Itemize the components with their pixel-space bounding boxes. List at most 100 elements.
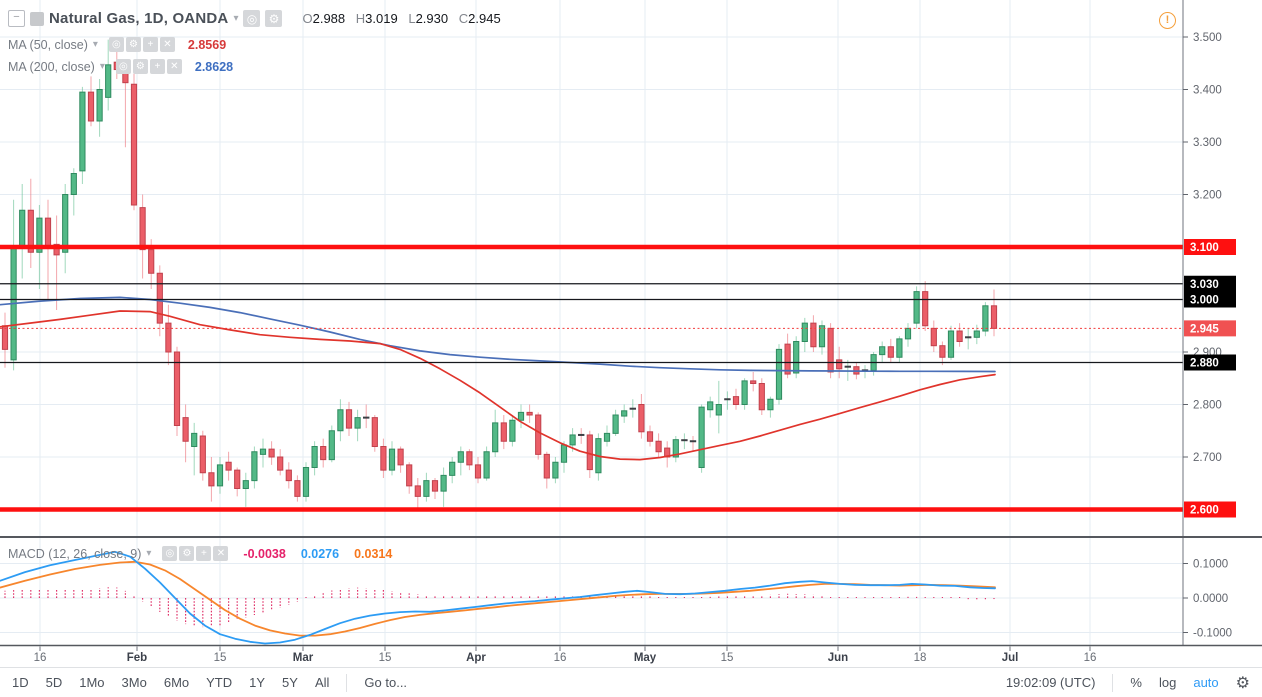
macd-label[interactable]: MACD (12, 26, close, 9) — [8, 546, 142, 561]
svg-text:16: 16 — [554, 652, 567, 664]
svg-text:15: 15 — [379, 652, 392, 664]
toolbar-divider — [1112, 673, 1114, 692]
range-selector: 1D 5D 1Mo 3Mo 6Mo YTD 1Y 5Y All Go to... — [12, 673, 408, 692]
svg-text:15: 15 — [214, 652, 227, 664]
pane-collapse-icon[interactable]: − — [8, 10, 25, 27]
svg-text:3.200: 3.200 — [1193, 190, 1222, 202]
svg-text:Jul: Jul — [1002, 652, 1019, 664]
symbol-legend-row: − Natural Gas, 1D, OANDA ▾ ◎ ⚙ O2.988 H3… — [8, 10, 501, 27]
svg-text:Apr: Apr — [466, 652, 486, 664]
time-axis-layer: 16 Feb 15 Mar 15 Apr 16 May 15 Jun 18 Jul 16 — [34, 646, 1097, 664]
svg-text:0.0000: 0.0000 — [1193, 593, 1228, 605]
low-label: L — [408, 11, 416, 26]
symbol-flag-icon[interactable] — [30, 11, 44, 26]
range-5y[interactable]: 5Y — [282, 675, 298, 690]
ma50-eye-icon[interactable]: ◎ — [108, 37, 124, 52]
hide-symbol-eye-icon[interactable]: ◎ — [243, 10, 261, 27]
close-label: C — [458, 11, 469, 26]
svg-text:3.030: 3.030 — [1190, 279, 1219, 291]
svg-text:May: May — [634, 652, 657, 664]
range-all[interactable]: All — [314, 675, 330, 690]
chart-settings-gear-icon[interactable]: ⚙ — [1235, 674, 1250, 692]
svg-text:0.1000: 0.1000 — [1193, 559, 1228, 571]
svg-text:Feb: Feb — [127, 652, 147, 664]
svg-text:-0.1000: -0.1000 — [1193, 628, 1232, 640]
goto-button[interactable]: Go to... — [364, 675, 408, 690]
svg-text:2.880: 2.880 — [1190, 358, 1219, 370]
log-scale-button[interactable]: log — [1158, 675, 1177, 690]
ma200-button-group: ◎ ⚙ + ✕ — [114, 59, 182, 74]
svg-text:2.600: 2.600 — [1190, 505, 1219, 517]
ma200-value: 2.8628 — [194, 59, 234, 74]
svg-text:2.945: 2.945 — [1190, 323, 1219, 335]
chevron-down-icon[interactable]: ▾ — [146, 548, 152, 559]
svg-text:15: 15 — [721, 652, 734, 664]
symbol-title[interactable]: Natural Gas, 1D, OANDA — [49, 10, 229, 27]
percent-scale-button[interactable]: % — [1130, 675, 1142, 690]
macd-button-group: ◎ ⚙ + ✕ — [160, 546, 229, 561]
macd-legend-row: MACD (12, 26, close, 9) ▾ ◎ ⚙ + ✕ -0.003… — [8, 546, 392, 561]
ma200-legend-row: MA (200, close) ▾ ◎ ⚙ + ✕ 2.8628 — [8, 59, 233, 74]
ma200-add-icon[interactable]: + — [149, 59, 165, 74]
ma50-label[interactable]: MA (50, close) — [8, 37, 88, 52]
chevron-down-icon[interactable]: ▾ — [92, 39, 98, 50]
macd-histogram-value: -0.0038 — [243, 546, 286, 561]
candles-layer — [1, 39, 998, 510]
range-6mo[interactable]: 6Mo — [163, 675, 190, 690]
macd-pane-layer — [0, 550, 996, 645]
open-label: O — [302, 11, 313, 26]
close-value: 2.945 — [468, 11, 501, 26]
svg-text:2.800: 2.800 — [1193, 400, 1222, 412]
svg-text:2.700: 2.700 — [1193, 452, 1222, 464]
svg-text:3.500: 3.500 — [1193, 32, 1222, 44]
toolbar-divider — [346, 673, 348, 692]
axis-layer: 3.5003.4003.3003.2002.9002.8002.7003.100… — [0, 0, 1262, 647]
range-1d[interactable]: 1D — [12, 675, 29, 690]
svg-text:3.400: 3.400 — [1193, 85, 1222, 97]
bottom-toolbar: 1D 5D 1Mo 3Mo 6Mo YTD 1Y 5Y All Go to...… — [0, 667, 1262, 697]
ma50-value: 2.8569 — [187, 37, 227, 52]
svg-text:Jun: Jun — [828, 652, 848, 664]
range-3mo[interactable]: 3Mo — [121, 675, 147, 690]
ma50-close-icon[interactable]: ✕ — [159, 37, 175, 52]
macd-add-icon[interactable]: + — [196, 546, 212, 561]
range-1y[interactable]: 1Y — [249, 675, 266, 690]
svg-text:3.000: 3.000 — [1190, 295, 1219, 307]
clock-readout: 19:02:09 (UTC) — [1005, 675, 1096, 690]
toolbar-right: 19:02:09 (UTC) % log auto ⚙ — [1006, 673, 1250, 693]
ma200-close-icon[interactable]: ✕ — [166, 59, 182, 74]
symbol-settings-gear-icon[interactable]: ⚙ — [265, 10, 283, 27]
macd-settings-gear-icon[interactable]: ⚙ — [179, 546, 195, 561]
range-ytd[interactable]: YTD — [206, 675, 233, 690]
chart-canvas[interactable]: 3.5003.4003.3003.2002.9002.8002.7003.100… — [0, 0, 1262, 667]
ma200-eye-icon[interactable]: ◎ — [115, 59, 131, 74]
macd-line-value: 0.0276 — [300, 546, 340, 561]
chevron-down-icon[interactable]: ▾ — [99, 61, 105, 72]
ma200-settings-gear-icon[interactable]: ⚙ — [132, 59, 148, 74]
high-label: H — [355, 11, 366, 26]
svg-text:3.300: 3.300 — [1193, 137, 1222, 149]
ma-lines-layer — [0, 296, 996, 461]
macd-signal-value: 0.0314 — [354, 546, 393, 561]
low-value: 2.930 — [415, 11, 449, 26]
svg-text:16: 16 — [1084, 652, 1097, 664]
range-1mo[interactable]: 1Mo — [79, 675, 105, 690]
ma200-label[interactable]: MA (200, close) — [8, 59, 95, 74]
ma50-settings-gear-icon[interactable]: ⚙ — [125, 37, 141, 52]
svg-text:Mar: Mar — [293, 652, 314, 664]
svg-text:18: 18 — [914, 652, 927, 664]
range-5d[interactable]: 5D — [45, 675, 63, 690]
chevron-down-icon[interactable]: ▾ — [233, 13, 239, 24]
high-value: 3.019 — [365, 11, 398, 26]
ma50-add-icon[interactable]: + — [142, 37, 158, 52]
open-value: 2.988 — [312, 11, 346, 26]
ohlc-readout: O2.988 H3.019 L2.930 C2.945 — [295, 11, 500, 26]
levels-layer — [0, 244, 1183, 512]
macd-eye-icon[interactable]: ◎ — [162, 546, 178, 561]
ma50-button-group: ◎ ⚙ + ✕ — [107, 37, 175, 52]
alert-exclamation-icon[interactable]: ! — [1159, 12, 1176, 29]
ma50-legend-row: MA (50, close) ▾ ◎ ⚙ + ✕ 2.8569 — [8, 37, 226, 52]
auto-scale-button[interactable]: auto — [1193, 675, 1219, 690]
macd-close-icon[interactable]: ✕ — [213, 546, 229, 561]
